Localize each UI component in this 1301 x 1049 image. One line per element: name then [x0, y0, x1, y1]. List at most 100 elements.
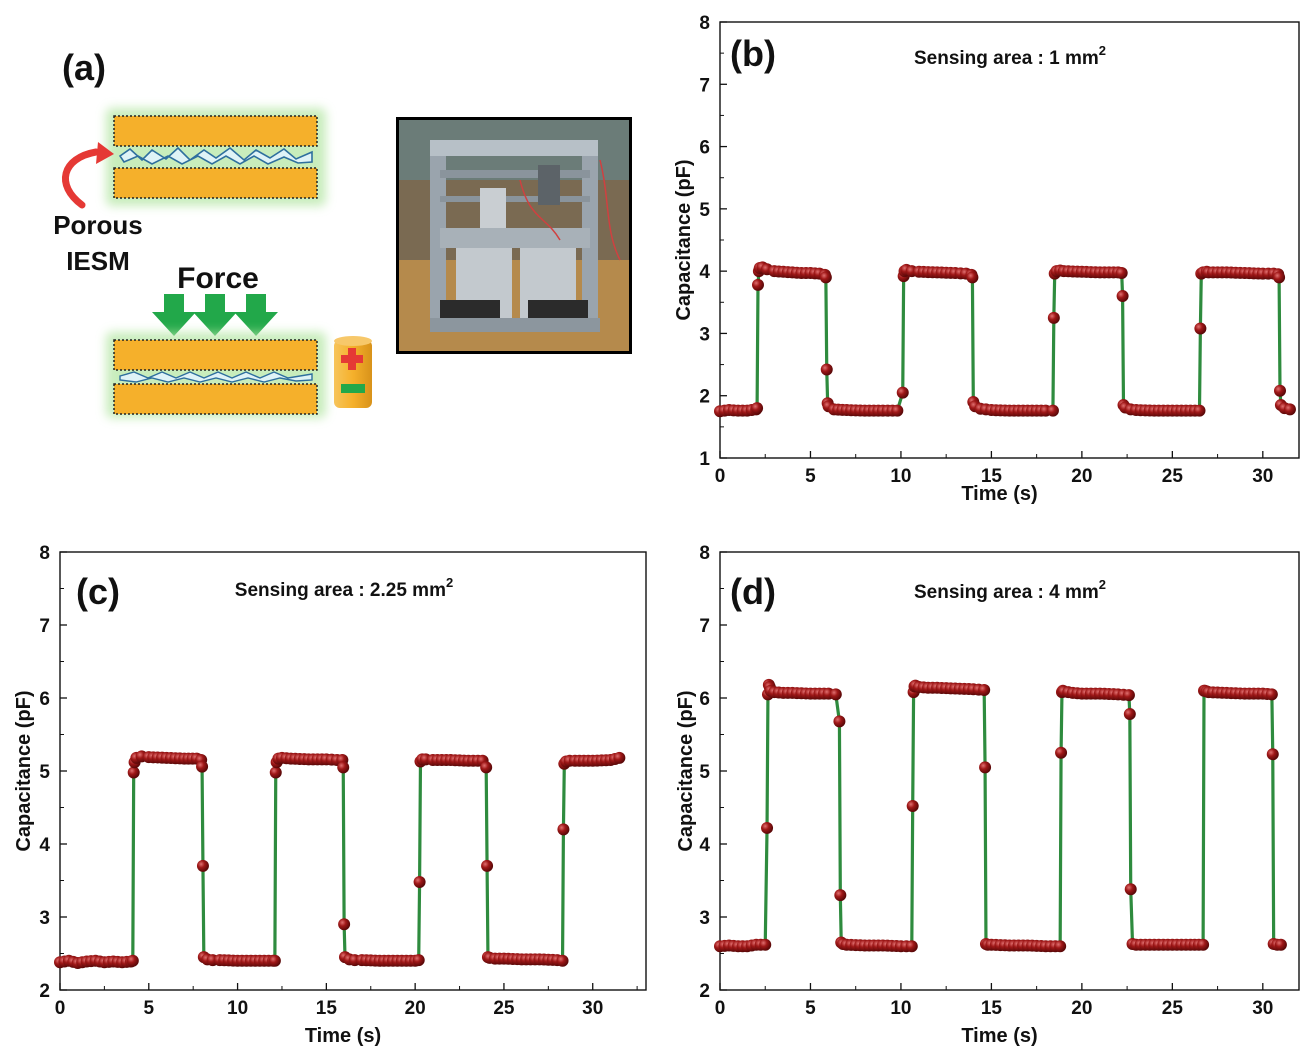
y-tick-label: 7 [39, 616, 50, 637]
data-point [127, 766, 140, 779]
data-point [196, 859, 209, 872]
x-tick-label: 10 [890, 998, 911, 1019]
x-tick-label: 20 [405, 998, 426, 1019]
data-point [1115, 267, 1128, 280]
panel-a: (a) Porous IESM Force [53, 47, 632, 418]
data-point [820, 363, 833, 376]
data-point [1274, 384, 1287, 397]
data-point [891, 404, 904, 417]
bottom-electrode [113, 167, 318, 199]
data-point [269, 766, 282, 779]
data-point [1193, 404, 1206, 417]
data-point [906, 800, 919, 813]
data-point [126, 954, 139, 967]
panel-tag: (c) [76, 571, 120, 612]
data-point [1122, 689, 1135, 702]
data-point [759, 938, 772, 951]
y-tick-label: 7 [699, 616, 710, 637]
data-point [1047, 311, 1060, 324]
y-tick-label: 4 [699, 835, 710, 856]
data-point [1123, 708, 1136, 721]
data-point [751, 278, 764, 291]
data-point [481, 859, 494, 872]
data-point [1274, 938, 1287, 951]
x-tick-label: 30 [1252, 466, 1273, 487]
porous-label: Porous [53, 210, 143, 240]
y-axis-title: Capacitance (pF) [13, 690, 35, 851]
data-point [978, 683, 991, 696]
y-tick-label: 5 [699, 200, 710, 221]
x-tick-label: 15 [981, 998, 1003, 1019]
sensing-area-label: Sensing area : 1 mm2 [914, 43, 1106, 69]
x-tick-label: 25 [1162, 466, 1184, 487]
data-point [1055, 746, 1068, 759]
y-tick-label: 2 [699, 387, 710, 408]
y-tick-label: 6 [699, 689, 710, 710]
chart-panel-b: 0 5 10 15 20 25 30 1 2 3 4 5 6 7 8 Time (s) Capacitance … [673, 13, 1300, 505]
data-point [196, 760, 209, 773]
x-tick-label: 30 [582, 998, 603, 1019]
data-point [338, 918, 351, 931]
y-tick-label: 8 [699, 543, 710, 564]
top-electrode [113, 115, 318, 147]
data-point [905, 940, 918, 953]
y-tick-label: 2 [699, 981, 710, 1002]
data-point [613, 751, 626, 764]
data-point [1283, 403, 1296, 416]
data-point [1116, 290, 1129, 303]
sensing-area-label: Sensing area : 4 mm2 [914, 577, 1106, 603]
top-electrode-compressed [113, 339, 318, 371]
data-point [1194, 322, 1207, 335]
y-axis-title: Capacitance (pF) [675, 690, 697, 851]
x-tick-label: 0 [715, 466, 726, 487]
x-tick-label: 25 [493, 998, 515, 1019]
x-tick-label: 0 [55, 998, 66, 1019]
x-tick-label: 5 [143, 998, 154, 1019]
data-point [979, 761, 992, 774]
data-point [1265, 688, 1278, 701]
y-axis-title: Capacitance (pF) [673, 159, 695, 320]
series-line [719, 683, 1281, 948]
data-point [761, 821, 774, 834]
bottom-electrode-compressed [113, 383, 318, 415]
x-tick-label: 10 [227, 998, 248, 1019]
y-tick-label: 5 [39, 762, 50, 783]
x-tick-label: 15 [981, 466, 1003, 487]
x-tick-label: 5 [805, 998, 816, 1019]
data-point [1124, 883, 1137, 896]
data-point [556, 954, 569, 967]
data-point [413, 875, 426, 888]
sensor-compressed [106, 332, 326, 418]
plot-frame [719, 551, 1300, 991]
y-tick-label: 4 [699, 262, 710, 283]
x-tick-label: 25 [1162, 998, 1184, 1019]
data-point [412, 954, 425, 967]
panel-tag: (b) [730, 33, 776, 74]
data-point [480, 761, 493, 774]
x-tick-label: 0 [715, 998, 726, 1019]
data-point [833, 715, 846, 728]
data-point [1046, 404, 1059, 417]
force-label: Force [177, 262, 259, 295]
data-point [1273, 271, 1286, 284]
x-axis-title: Time (s) [961, 483, 1037, 505]
data-point [1266, 748, 1279, 761]
x-tick-label: 20 [1071, 998, 1092, 1019]
data-point [1197, 938, 1210, 951]
y-tick-label: 8 [699, 13, 710, 34]
iesm-label: IESM [66, 246, 130, 276]
y-tick-label: 6 [699, 138, 710, 159]
plot-frame [719, 21, 1300, 459]
panel-tag: (d) [730, 571, 776, 612]
x-tick-label: 20 [1071, 466, 1092, 487]
y-tick-label: 2 [39, 981, 50, 1002]
porous-iesm-layer [118, 146, 313, 165]
battery-icon [334, 336, 372, 408]
y-tick-label: 5 [699, 762, 710, 783]
data-point [819, 271, 832, 284]
data-point [829, 688, 842, 701]
data-point [966, 271, 979, 284]
porous-iesm-compressed [119, 371, 313, 383]
y-tick-label: 3 [699, 324, 710, 345]
